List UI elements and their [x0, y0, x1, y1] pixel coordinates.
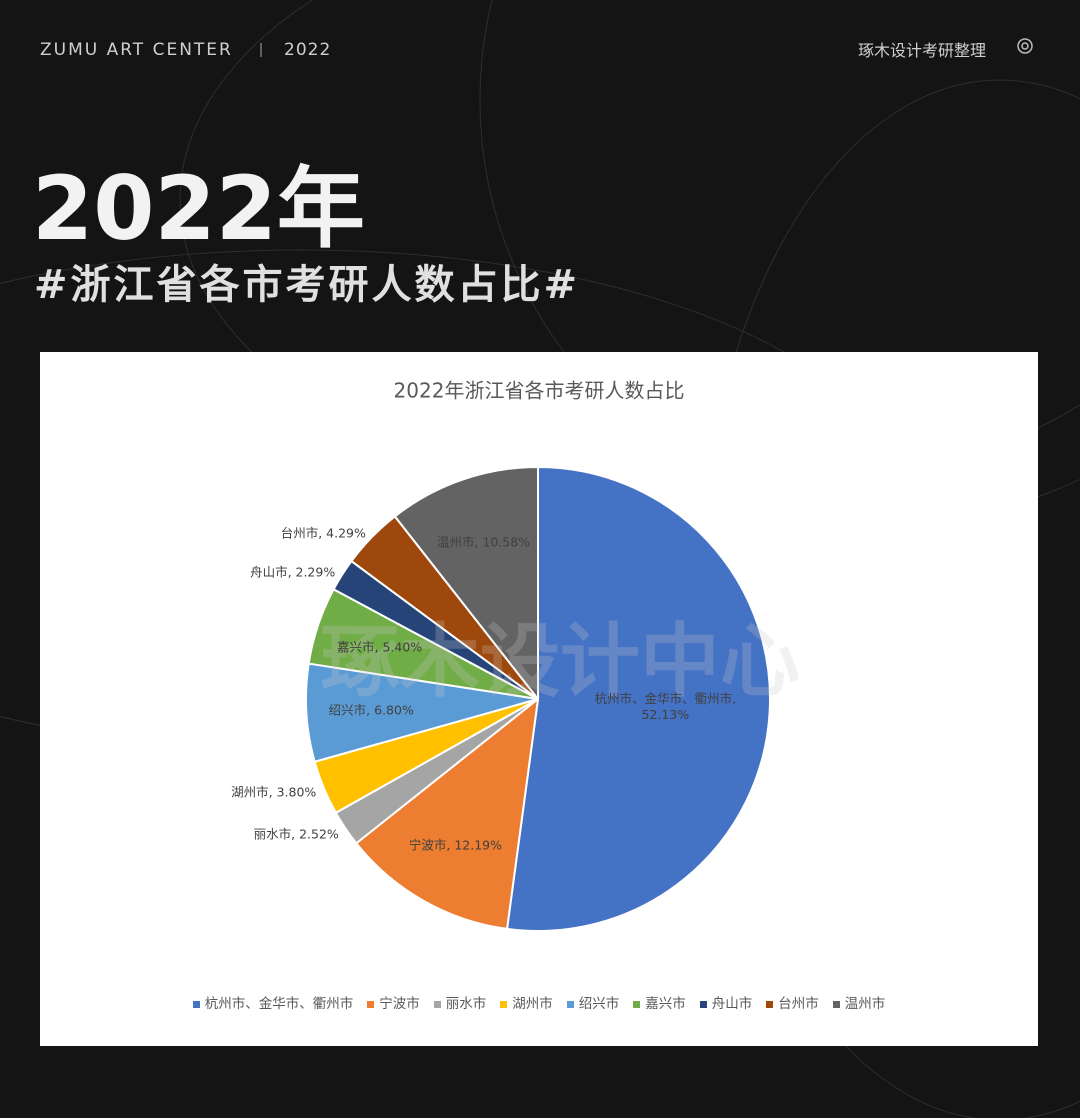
- legend-swatch: [433, 1000, 441, 1008]
- pie-slice: [505, 465, 771, 932]
- brand: ZUMU ART CENTER: [40, 40, 233, 60]
- big-title: 2022年: [32, 157, 365, 260]
- legend-swatch: [832, 1000, 840, 1008]
- legend-item: 丽水市: [433, 992, 487, 1012]
- data-label: 湖州市, 3.80%: [231, 784, 317, 800]
- subtitle: #浙江省各市考研人数占比#: [34, 262, 581, 308]
- chart-title: 2022年浙江省各市考研人数占比: [394, 379, 685, 403]
- legend-text: 舟山市: [711, 996, 753, 1012]
- legend-item: 台州市: [766, 992, 819, 1012]
- legend-swatch: [633, 1000, 641, 1008]
- legend-item: 宁波市: [367, 992, 420, 1012]
- data-label: 舟山市, 2.29%: [250, 564, 336, 580]
- pie-slice: [354, 696, 540, 931]
- legend-text: 绍兴市: [578, 996, 620, 1012]
- icon: [1017, 38, 1033, 54]
- data-label: 丽水市, 2.52%: [253, 826, 339, 842]
- legend-text: 嘉兴市: [645, 996, 686, 1012]
- legend-text: 温州市: [844, 996, 886, 1012]
- legend-item: 湖州市: [500, 992, 553, 1012]
- legend: 杭州市、金华市、衢州市 宁波市 丽水市 湖州市 绍兴市 嘉兴市 舟山市 台州市 温州市: [40, 992, 1038, 1012]
- data-label: 嘉兴市, 5.40%: [337, 639, 423, 655]
- year: 2022: [284, 40, 332, 60]
- legend-text: 丽水市: [445, 996, 487, 1012]
- chart: 2022年浙江省各市考研人数占比 琢木设计中心: [305, 379, 800, 932]
- legend-swatch: [766, 1000, 774, 1008]
- watermark: 琢木设计中心: [320, 615, 800, 708]
- legend-text: 湖州市: [512, 996, 553, 1012]
- legend-swatch: [500, 1000, 508, 1008]
- legend-item: 舟山市: [699, 992, 753, 1012]
- legend-swatch: [699, 1000, 707, 1008]
- data-label: 台州市, 4.29%: [280, 525, 366, 541]
- data-label: 杭州市、金华市、衢州市, 52.13%: [594, 690, 737, 722]
- legend-text: 台州市: [778, 996, 819, 1012]
- legend-swatch: [367, 1000, 375, 1008]
- data-label: 宁波市, 12.19%: [408, 837, 503, 853]
- legend-item: 杭州市、金华市、衢州市: [192, 992, 354, 1012]
- legend-swatch: [566, 1000, 574, 1008]
- legend-text: 杭州市、金华市、衢州市: [204, 996, 354, 1012]
- pie-slice: [393, 465, 539, 702]
- chart-card: 2022年浙江省各市考研人数占比 琢木设计中心 杭州市、金华市、衢州市, 52.…: [40, 352, 1038, 1046]
- legend-item: 绍兴市: [566, 992, 620, 1012]
- legend-item: 嘉兴市: [633, 992, 686, 1012]
- data-label: 温州市, 10.58%: [436, 534, 531, 550]
- credit: 琢木设计考研整理: [858, 41, 987, 60]
- data-label: 绍兴市, 6.80%: [328, 702, 414, 718]
- legend-text: 宁波市: [379, 996, 420, 1012]
- legend-swatch: [192, 1000, 200, 1008]
- legend-item: 温州市: [832, 992, 886, 1012]
